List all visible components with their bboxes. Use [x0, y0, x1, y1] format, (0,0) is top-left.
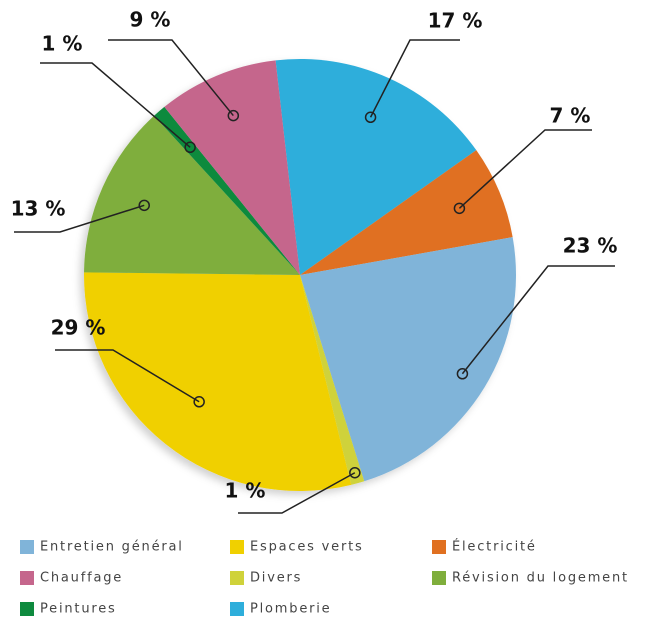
data-label: 7 % — [550, 104, 591, 128]
legend-label: Chauffage — [40, 571, 123, 586]
leader-dot — [193, 396, 205, 408]
legend-label: Révision du logement — [452, 571, 629, 586]
data-label: 23 % — [563, 234, 618, 258]
data-label: 1 % — [42, 32, 83, 56]
legend-swatch — [20, 571, 34, 585]
leader-line — [238, 472, 356, 514]
legend-swatch — [230, 540, 244, 554]
legend-swatch — [230, 602, 244, 616]
pie-slice — [300, 237, 516, 482]
data-label: 29 % — [51, 316, 106, 340]
legend-label: Divers — [250, 571, 302, 586]
leader-dot — [138, 199, 150, 212]
pie-slice — [275, 58, 477, 275]
leader-line — [369, 39, 460, 118]
legend-label: Entretien général — [40, 540, 184, 555]
leader-line — [55, 349, 200, 403]
legend-swatch — [230, 571, 244, 585]
data-label: 1 % — [225, 479, 266, 503]
legend-swatch — [432, 540, 446, 554]
leader-dot — [349, 466, 361, 479]
legend-label: Plomberie — [250, 602, 331, 617]
annotations: 17 % 7 % 23 % 1 % 29 % 13 % 1 % 9 % — [11, 8, 618, 514]
data-label: 13 % — [11, 197, 66, 221]
pie-slice — [154, 106, 300, 276]
pie-slice — [84, 115, 301, 275]
legend-swatch — [432, 571, 446, 585]
leader-dot — [456, 368, 469, 380]
legend-label: Espaces verts — [250, 540, 364, 555]
pie-slice — [84, 272, 352, 491]
data-label: 9 % — [130, 8, 171, 32]
legend-swatch — [20, 540, 34, 554]
leader-line — [14, 204, 145, 233]
leader-line — [458, 129, 592, 209]
legend-swatch — [20, 602, 34, 616]
leader-dot — [227, 109, 240, 122]
leader-line — [108, 39, 234, 117]
pie — [84, 58, 516, 491]
legend-label: Électricité — [452, 539, 537, 555]
leader-dot — [184, 141, 196, 154]
pie-slice — [300, 150, 513, 275]
legend-label: Peintures — [40, 602, 117, 617]
pie-slice — [300, 275, 365, 485]
leader-line — [461, 265, 615, 375]
leader-line — [40, 62, 191, 148]
leader-dot — [453, 202, 466, 215]
leader-dot — [364, 111, 377, 124]
data-label: 17 % — [428, 9, 483, 33]
pie-slice — [164, 60, 300, 276]
